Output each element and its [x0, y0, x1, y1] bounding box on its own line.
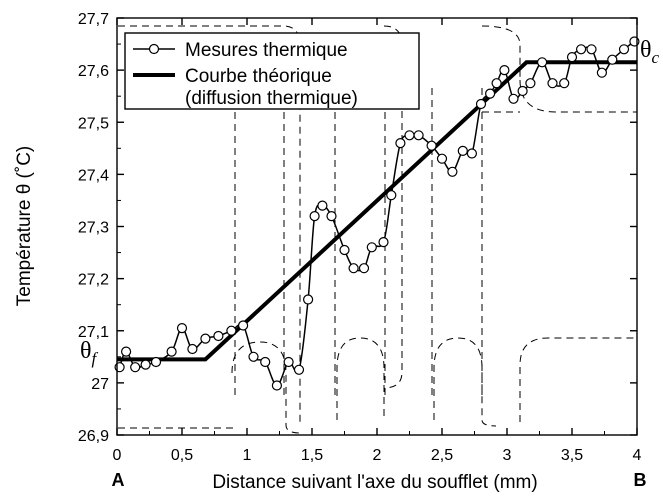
- bellows-fold-top-2: [481, 25, 521, 113]
- measurement-point-12: [238, 320, 249, 331]
- y-tick-label-4: 27,3: [78, 220, 109, 237]
- measurement-point-48: [586, 44, 597, 55]
- legend-theory-label-line2: (diffusion thermique): [185, 88, 358, 109]
- measurement-point-46: [566, 51, 578, 63]
- measurement-point-36: [475, 98, 487, 110]
- bellows-fold-top-1: [383, 25, 403, 389]
- legend: Mesures thermique Courbe théorique (diff…: [124, 32, 420, 110]
- x-tick-label-5: 2,5: [431, 447, 453, 464]
- legend-measure-label: Mesures thermique: [185, 40, 348, 61]
- measurement-point-39: [499, 64, 510, 76]
- y-axis-label: Température θ (˚C): [14, 146, 35, 307]
- measurement-point-18: [303, 294, 314, 305]
- measurement-point-16: [283, 356, 294, 368]
- measurement-point-9: [200, 333, 211, 344]
- legend-box: [124, 32, 420, 110]
- measurement-point-25: [366, 242, 377, 253]
- bellows-fold-bottom-4: [519, 337, 637, 422]
- legend-theory-label: Courbe théorique: [185, 66, 332, 87]
- bellows-fold-bottom-1: [231, 341, 301, 434]
- measurement-point-34: [457, 145, 468, 156]
- axis-layer: 0 0,5 1 1,5 2 2,5 3 3,5 4 26,9 27 27,1 27,2 27,3 27,4 2…: [78, 11, 642, 464]
- measurement-point-35: [466, 148, 477, 159]
- measurement-point-30: [413, 130, 424, 141]
- measurement-layer: [114, 36, 640, 391]
- y-tick-label-0: 26,9: [78, 428, 109, 445]
- bellows-fold-bottom-2: [336, 337, 385, 420]
- measurement-point-44: [547, 78, 558, 89]
- x-tick-label-1: 0,5: [171, 447, 193, 464]
- y-tick-label-7: 27,6: [78, 63, 109, 80]
- measurement-point-22: [339, 244, 350, 256]
- measurement-point-28: [395, 138, 406, 149]
- measurement-point-26: [378, 237, 389, 248]
- measurement-point-6: [166, 346, 177, 357]
- x-tick-label-7: 3,5: [561, 447, 583, 464]
- measurement-point-27: [386, 190, 397, 201]
- measurement-point-45: [559, 78, 570, 89]
- legend-measure-marker: [148, 43, 160, 55]
- measurement-point-11: [226, 325, 237, 336]
- bellows-fold-bottom-3: [433, 337, 497, 427]
- y-tick-label-5: 27,4: [78, 167, 109, 184]
- measurement-point-5: [150, 356, 162, 368]
- measurement-point-32: [436, 153, 448, 164]
- measurement-point-33: [447, 166, 458, 177]
- measurement-point-10: [213, 330, 224, 342]
- measurement-point-41: [517, 85, 528, 97]
- x-tick-label-2: 1: [243, 447, 252, 464]
- measurement-point-38: [491, 78, 502, 89]
- x-tick-label-6: 3: [503, 447, 512, 464]
- y-tick-label-2: 27,1: [78, 324, 109, 341]
- measurement-point-37: [485, 88, 496, 99]
- measurement-point-49: [596, 67, 608, 78]
- y-tick-label-6: 27,5: [78, 115, 109, 132]
- measurement-point-17: [293, 364, 305, 375]
- measurement-point-4: [140, 359, 151, 370]
- measurement-point-29: [404, 130, 415, 141]
- x-tick-label-0: 0: [113, 447, 122, 464]
- y-tick-label-1: 27: [91, 376, 109, 393]
- measurement-point-51: [618, 44, 630, 55]
- measurement-point-47: [575, 44, 587, 55]
- measurement-point-23: [348, 263, 359, 274]
- measurement-point-42: [525, 78, 536, 89]
- bellows-fold-top-3: [519, 79, 637, 113]
- measurement-point-24: [358, 263, 370, 274]
- measurement-point-20: [317, 200, 328, 211]
- measurement-point-43: [536, 57, 548, 68]
- measurement-point-8: [187, 343, 198, 355]
- y-tick-label-3: 27,2: [78, 272, 109, 289]
- x-tick-label-8: 4: [633, 447, 642, 464]
- measurement-point-14: [260, 356, 271, 368]
- y-tick-label-8: 27,7: [78, 11, 109, 28]
- end-label-a: A: [112, 470, 125, 490]
- theta-f-label: θf: [80, 338, 99, 368]
- measurement-point-40: [508, 93, 519, 104]
- measurement-curve-line: [118, 40, 635, 387]
- theta-c-label: θc: [640, 37, 660, 67]
- measurement-point-7: [176, 323, 188, 334]
- end-label-b: B: [634, 470, 647, 490]
- x-axis-label: Distance suivant l'axe du soufflet (mm): [212, 472, 537, 493]
- measurement-point-31: [426, 140, 437, 151]
- measurement-point-3: [130, 362, 141, 373]
- x-tick-label-3: 1,5: [301, 447, 323, 464]
- measurement-point-50: [607, 54, 618, 65]
- measurement-point-13: [248, 351, 259, 362]
- measurement-point-2: [120, 346, 132, 357]
- measurement-point-21: [326, 211, 337, 222]
- measurement-point-15: [271, 380, 282, 391]
- x-tick-label-4: 2: [373, 447, 382, 464]
- measurement-point-19: [309, 211, 320, 222]
